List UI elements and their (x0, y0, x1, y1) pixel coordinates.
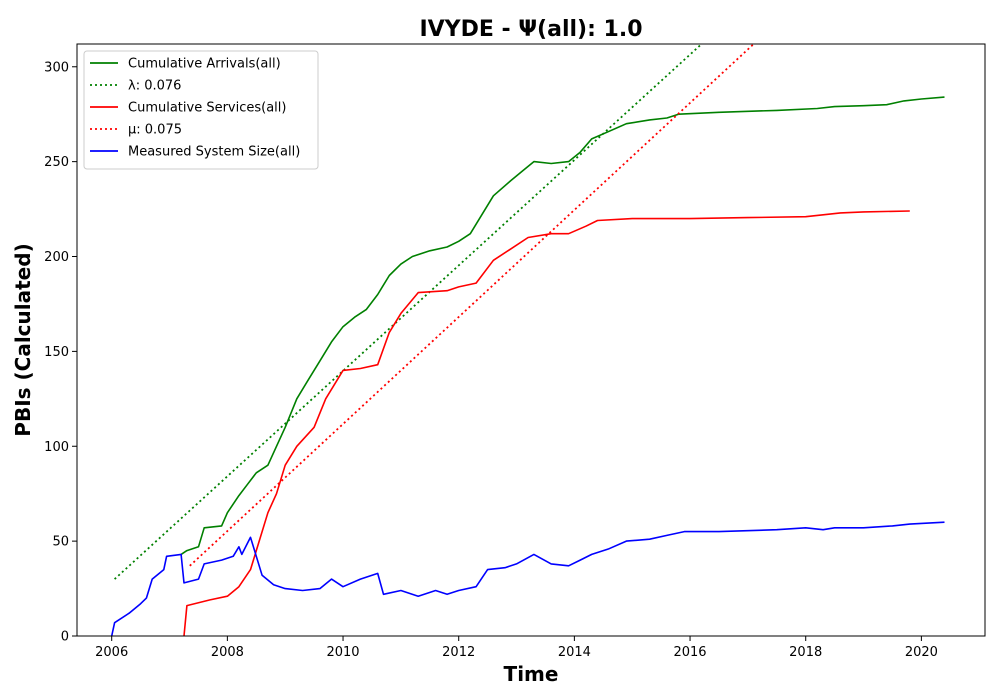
y-tick-label: 50 (52, 535, 69, 550)
legend-label: λ: 0.076 (128, 79, 181, 94)
x-tick-label: 2014 (558, 645, 591, 660)
y-tick-label: 250 (44, 155, 69, 170)
y-tick-label: 100 (44, 440, 69, 455)
legend-label: Measured System Size(all) (128, 145, 300, 160)
legend-label: Cumulative Services(all) (128, 101, 286, 116)
x-tick-label: 2006 (95, 645, 128, 660)
series-line-0 (180, 96, 945, 556)
chart-title: IVYDE - Ψ(all): 1.0 (419, 17, 642, 42)
y-tick-label: 200 (44, 250, 69, 265)
plot-frame (76, 43, 986, 637)
legend-label: Cumulative Arrivals(all) (128, 57, 281, 72)
x-tick-label: 2016 (673, 645, 706, 660)
x-tick-label: 2012 (442, 645, 475, 660)
legend-box (83, 50, 319, 170)
y-tick-label: 150 (44, 345, 69, 360)
y-axis-label: PBIs (Calculated) (11, 243, 35, 436)
x-tick-label: 2008 (211, 645, 244, 660)
series-line-4 (110, 521, 945, 636)
legend-label: μ: 0.075 (128, 123, 182, 138)
series-line-2 (183, 210, 910, 636)
x-axis-label: Time (504, 662, 559, 686)
legend: Cumulative Arrivals(all) λ: 0.076 Cumulati… (83, 50, 319, 170)
series-line-1 (113, 44, 703, 580)
x-tick-label: 2010 (326, 645, 359, 660)
plot-area (110, 44, 945, 636)
y-tick-label: 0 (61, 630, 69, 645)
x-tick-label: 2020 (905, 645, 938, 660)
x-tick-label: 2018 (789, 645, 822, 660)
y-tick-label: 300 (44, 60, 69, 75)
series-line-3 (189, 44, 755, 567)
